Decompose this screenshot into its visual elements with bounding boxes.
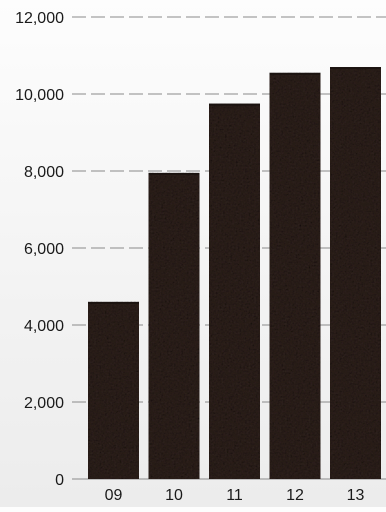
x-tick-label: 09: [105, 487, 123, 504]
x-axis-tick-labels: 09 10 11 12 13: [105, 487, 365, 504]
bar-rect: [148, 172, 200, 480]
x-tick-label: 10: [165, 487, 183, 504]
bar-top-edge: [88, 301, 139, 304]
bar-rect: [88, 301, 139, 479]
y-tick-label: 2,000: [24, 395, 64, 412]
x-tick-label: 11: [226, 487, 243, 504]
bar-top-edge: [269, 72, 321, 75]
bar-12: [269, 72, 321, 479]
bar-top-edge: [330, 67, 381, 70]
x-tick-label: 13: [347, 487, 365, 504]
bars: [88, 67, 381, 480]
bar-10: [148, 172, 200, 480]
y-tick-label: 4,000: [24, 318, 64, 335]
y-tick-label: 6,000: [24, 241, 64, 258]
bar-11: [209, 103, 260, 479]
y-axis-tick-labels: 0 2,000 4,000 6,000 8,000 10,000 12,000: [15, 10, 64, 489]
bar-13: [330, 67, 381, 480]
bar-top-edge: [148, 172, 200, 175]
bar-09: [88, 301, 139, 479]
bar-top-edge: [209, 103, 260, 106]
bar-rect: [330, 67, 381, 480]
y-tick-label: 12,000: [15, 10, 64, 27]
y-tick-label: 8,000: [24, 164, 64, 181]
y-tick-label: 10,000: [15, 87, 64, 104]
x-tick-label: 12: [286, 487, 304, 504]
y-tick-label: 0: [55, 472, 64, 489]
bar-rect: [209, 103, 260, 479]
bar-rect: [269, 72, 321, 479]
